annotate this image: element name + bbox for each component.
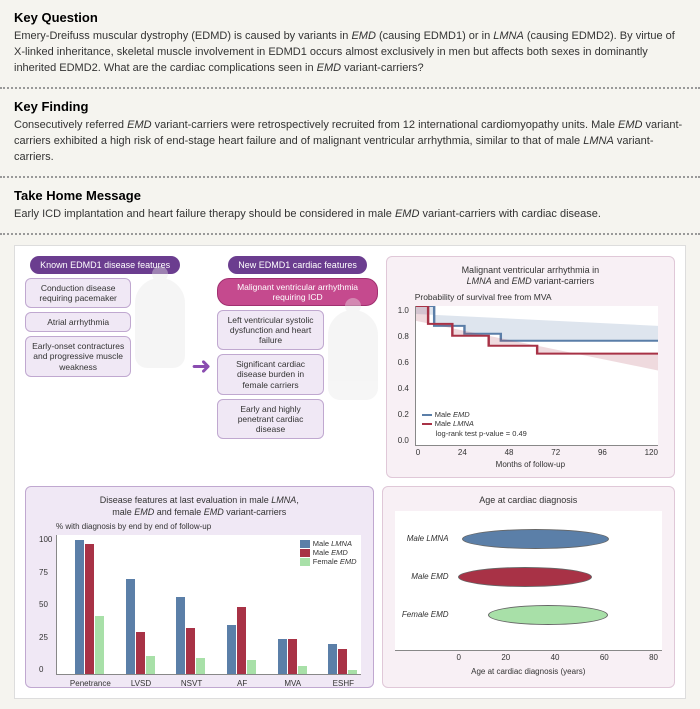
violin-x-label: Age at cardiac diagnosis (years)	[395, 667, 662, 676]
bar-chart: 1007550250 Male LMNAMale EMDFemale EMD P…	[56, 535, 361, 675]
body-silhouette-icon	[135, 278, 185, 368]
key-question-text: Emery-Dreifuss muscular dystrophy (EDMD)…	[14, 29, 686, 77]
take-home-title: Take Home Message	[14, 188, 686, 203]
bar-panel: Disease features at last evaluation in m…	[25, 486, 374, 688]
key-question-title: Key Question	[14, 10, 686, 25]
bar-legend: Male LMNAMale EMDFemale EMD	[300, 539, 357, 566]
bar-title: Disease features at last evaluation in m…	[34, 495, 365, 518]
take-home-section: Take Home Message Early ICD implantation…	[0, 178, 700, 235]
take-home-text: Early ICD implantation and heart failure…	[14, 207, 686, 223]
feature-box: Early-onset contractures and progressive…	[25, 336, 131, 377]
features-panel: Known EDMD1 disease features Conduction …	[25, 256, 378, 478]
survival-legend: Male EMDMale LMNAlog-rank test p-value =…	[422, 410, 527, 439]
survival-panel: Malignant ventricular arrhythmia in LMNA…	[386, 256, 675, 478]
violin-x-axis: 020406080	[457, 653, 658, 662]
key-finding-title: Key Finding	[14, 99, 686, 114]
survival-x-axis: 024487296120	[416, 448, 658, 457]
known-features-col: Known EDMD1 disease features Conduction …	[25, 256, 185, 478]
key-question-section: Key Question Emery-Dreifuss muscular dys…	[0, 0, 700, 89]
top-row: Known EDMD1 disease features Conduction …	[25, 256, 675, 478]
bar-subtitle: % with diagnosis by end by end of follow…	[56, 522, 365, 531]
feature-box: Left ventricular systolic dysfunction an…	[217, 310, 323, 351]
survival-title: Malignant ventricular arrhythmia in LMNA…	[395, 265, 666, 288]
figure-area: Known EDMD1 disease features Conduction …	[14, 245, 686, 700]
bar-y-axis: 1007550250	[39, 535, 52, 674]
new-header-pill: New EDMD1 cardiac features	[228, 256, 367, 274]
violin-chart: 020406080 Age at cardiac diagnosis (year…	[395, 511, 662, 651]
arrow-right-icon: ➜	[191, 352, 211, 381]
feature-box: Significant cardiac disease burden in fe…	[217, 354, 323, 395]
key-finding-section: Key Finding Consecutively referred EMD v…	[0, 89, 700, 178]
survival-x-label: Months of follow-up	[395, 460, 666, 469]
survival-y-axis: 1.00.80.60.40.20.0	[398, 306, 409, 445]
feature-box: Atrial arrhythmia	[25, 312, 131, 332]
feature-box: Conduction disease requiring pacemaker	[25, 278, 131, 308]
key-finding-text: Consecutively referred EMD variant-carri…	[14, 118, 686, 166]
survival-subtitle: Probability of survival free from MVA	[415, 292, 666, 302]
violin-panel: Age at cardiac diagnosis 020406080 Age a…	[382, 486, 675, 688]
survival-chart: 1.00.80.60.40.20.0 024487296120 Male EMD…	[415, 306, 658, 446]
body-silhouette-icon	[328, 310, 378, 400]
feature-box: Early and highly penetrant cardiac disea…	[217, 399, 323, 440]
new-features-col: New EDMD1 cardiac features Malignant ven…	[217, 256, 377, 478]
violin-title: Age at cardiac diagnosis	[391, 495, 666, 507]
bottom-row: Disease features at last evaluation in m…	[25, 486, 675, 688]
